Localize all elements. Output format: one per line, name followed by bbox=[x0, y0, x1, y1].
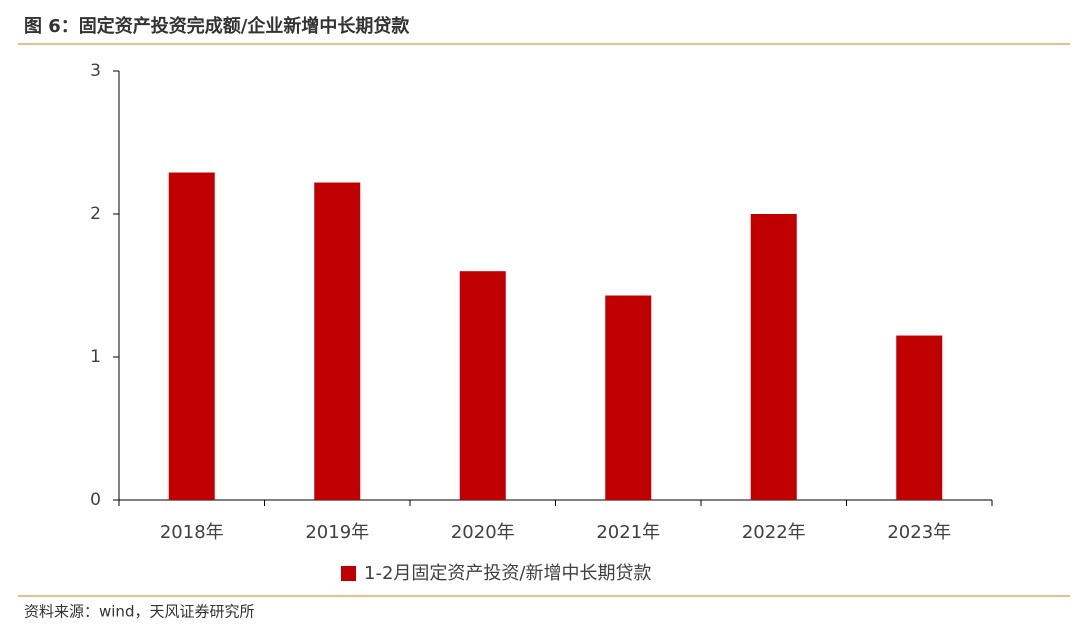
x-tick-label: 2023年 bbox=[887, 522, 951, 543]
y-tick-label: 0 bbox=[90, 490, 101, 510]
chart-title: 图 6：固定资产投资完成额/企业新增中长期贷款 bbox=[24, 15, 410, 37]
bar bbox=[314, 182, 361, 501]
legend-swatch bbox=[341, 566, 356, 581]
y-tick-label: 3 bbox=[90, 61, 101, 81]
y-tick-label: 1 bbox=[90, 347, 101, 367]
x-tick-label: 2022年 bbox=[742, 522, 806, 543]
x-tick-label: 2021年 bbox=[596, 522, 660, 543]
y-tick-label: 2 bbox=[90, 204, 101, 224]
bar bbox=[168, 172, 215, 500]
x-tick-label: 2020年 bbox=[451, 522, 515, 543]
bar bbox=[896, 335, 943, 500]
bar bbox=[605, 295, 652, 500]
source-note: 资料来源：wind，天风证券研究所 bbox=[24, 603, 254, 621]
legend-label: 1-2月固定资产投资/新增中长期贷款 bbox=[364, 563, 651, 584]
bar bbox=[459, 271, 506, 500]
bar bbox=[750, 214, 797, 500]
x-tick-label: 2018年 bbox=[160, 522, 224, 543]
x-tick-label: 2019年 bbox=[305, 522, 369, 543]
